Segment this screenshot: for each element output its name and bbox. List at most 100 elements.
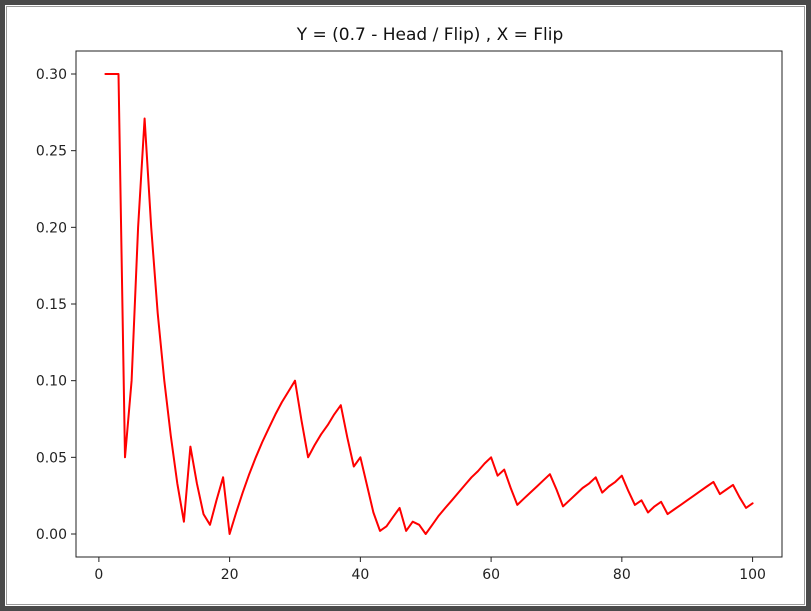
data-point — [242, 492, 244, 494]
data-point — [621, 475, 623, 477]
data-point — [654, 505, 656, 507]
data-point — [510, 487, 512, 489]
data-point — [752, 502, 754, 504]
data-point — [699, 490, 701, 492]
data-point — [601, 492, 603, 494]
data-point — [686, 499, 688, 501]
data-point — [281, 401, 283, 403]
data-point — [739, 496, 741, 498]
data-point — [484, 462, 486, 464]
data-point — [392, 516, 394, 518]
data-point — [412, 521, 414, 523]
data-point — [706, 485, 708, 487]
data-point — [287, 390, 289, 392]
y-tick-label: 0.25 — [36, 144, 67, 160]
y-tick-label: 0.15 — [36, 297, 67, 313]
data-point — [111, 73, 113, 75]
data-point — [399, 507, 401, 509]
x-axis: 0 20 40 60 80 100 — [94, 557, 766, 583]
data-point — [405, 530, 407, 532]
data-point — [144, 117, 146, 119]
x-tick-label: 20 — [221, 567, 239, 583]
data-point — [712, 481, 714, 483]
data-point — [131, 380, 133, 382]
data-point — [268, 427, 270, 429]
data-point — [261, 441, 263, 443]
data-point — [490, 456, 492, 458]
data-point — [673, 508, 675, 510]
data-point — [137, 226, 139, 228]
data-point — [523, 498, 525, 500]
data-point — [379, 530, 381, 532]
plot-area — [75, 50, 783, 558]
data-point — [124, 456, 126, 458]
data-point — [693, 495, 695, 497]
data-point — [202, 513, 204, 515]
y-axis: 0.00 0.05 0.10 0.15 0.20 0.25 0.30 — [36, 67, 76, 543]
data-point — [216, 499, 218, 501]
data-point — [569, 499, 571, 501]
data-point — [555, 489, 557, 491]
data-point — [719, 493, 721, 495]
data-point — [562, 505, 564, 507]
data-point — [183, 521, 185, 523]
data-point — [176, 482, 178, 484]
data-point — [346, 436, 348, 438]
data-point — [372, 512, 374, 514]
data-point — [170, 435, 172, 437]
data-point — [157, 312, 159, 314]
data-point — [745, 507, 747, 509]
data-point — [595, 476, 597, 478]
data-point — [248, 473, 250, 475]
x-tick-label: 100 — [739, 567, 766, 583]
data-point — [301, 420, 303, 422]
data-point — [477, 470, 479, 472]
chart-title: Y = (0.7 - Head / Flip) , X = Flip — [296, 25, 564, 45]
data-point — [117, 73, 119, 75]
data-point — [333, 413, 335, 415]
data-point — [588, 482, 590, 484]
data-point — [209, 524, 211, 526]
data-point — [320, 433, 322, 435]
x-tick-label: 60 — [482, 567, 500, 583]
data-point — [235, 512, 237, 514]
data-point — [438, 515, 440, 517]
data-point — [660, 501, 662, 503]
data-point — [582, 487, 584, 489]
y-tick-label: 0.20 — [36, 220, 67, 236]
data-point — [667, 513, 669, 515]
x-tick-label: 0 — [94, 567, 103, 583]
data-point — [542, 479, 544, 481]
data-point — [451, 499, 453, 501]
data-point — [634, 504, 636, 506]
data-point — [418, 524, 420, 526]
data-point — [229, 533, 231, 535]
data-point — [608, 485, 610, 487]
data-point — [366, 484, 368, 486]
data-point — [529, 492, 531, 494]
data-point — [222, 476, 224, 478]
data-point — [196, 482, 198, 484]
y-tick-label: 0.00 — [36, 527, 67, 543]
data-point — [327, 424, 329, 426]
x-tick-label: 40 — [351, 567, 369, 583]
data-point — [549, 473, 551, 475]
data-point — [431, 524, 433, 526]
data-point — [359, 456, 361, 458]
data-point — [314, 444, 316, 446]
y-tick-label: 0.30 — [36, 67, 67, 83]
data-point — [536, 485, 538, 487]
data-point — [307, 456, 309, 458]
y-tick-label: 0.10 — [36, 374, 67, 390]
data-point — [640, 499, 642, 501]
data-point — [104, 73, 106, 75]
y-tick-label: 0.05 — [36, 450, 67, 466]
data-point — [255, 456, 257, 458]
data-point — [425, 533, 427, 535]
data-point — [386, 525, 388, 527]
data-point — [294, 380, 296, 382]
data-point — [189, 446, 191, 448]
data-point — [614, 481, 616, 483]
data-point — [150, 226, 152, 228]
